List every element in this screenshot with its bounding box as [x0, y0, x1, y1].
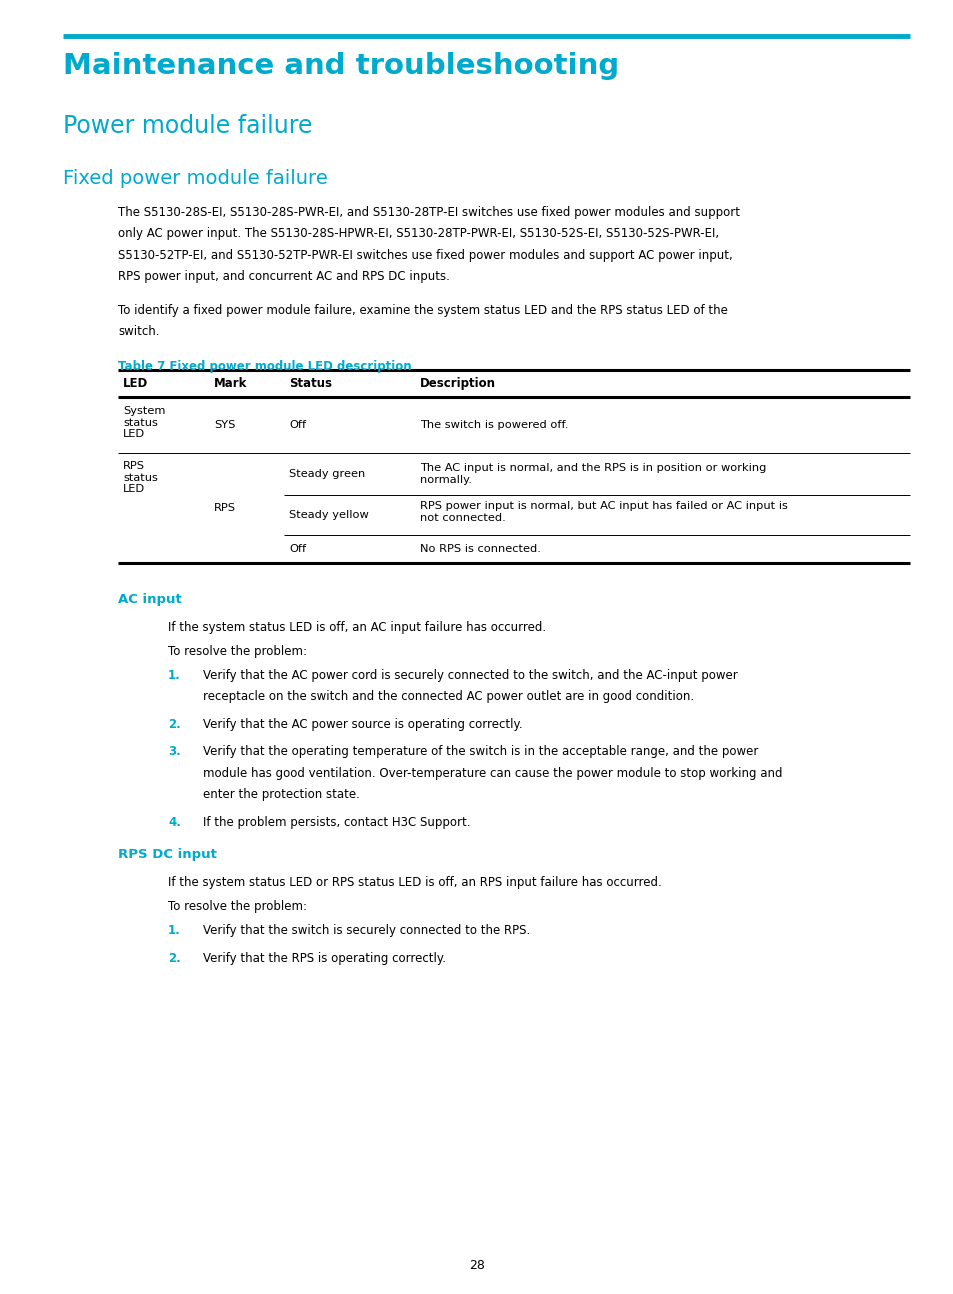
Text: Verify that the RPS is operating correctly.: Verify that the RPS is operating correct… [203, 952, 446, 965]
Text: Status: Status [289, 377, 332, 389]
Text: Description: Description [419, 377, 496, 389]
Text: The AC input is normal, and the RPS is in position or working
normally.: The AC input is normal, and the RPS is i… [419, 463, 765, 484]
Text: To resolve the problem:: To resolve the problem: [168, 901, 307, 914]
Text: If the problem persists, contact H3C Support.: If the problem persists, contact H3C Sup… [203, 817, 470, 829]
Text: AC input: AC input [118, 593, 182, 606]
Text: If the system status LED is off, an AC input failure has occurred.: If the system status LED is off, an AC i… [168, 621, 545, 634]
Text: 3.: 3. [168, 745, 180, 758]
Text: Steady yellow: Steady yellow [289, 510, 369, 520]
Text: Power module failure: Power module failure [63, 114, 313, 138]
Text: Steady green: Steady green [289, 468, 365, 479]
Text: Mark: Mark [213, 377, 247, 389]
Text: SYS: SYS [213, 421, 235, 430]
Text: If the system status LED or RPS status LED is off, an RPS input failure has occu: If the system status LED or RPS status L… [168, 876, 661, 889]
Text: Off: Off [289, 543, 306, 554]
Text: Maintenance and troubleshooting: Maintenance and troubleshooting [63, 52, 618, 80]
Text: only AC power input. The S5130-28S-HPWR-EI, S5130-28TP-PWR-EI, S5130-52S-EI, S51: only AC power input. The S5130-28S-HPWR-… [118, 228, 719, 241]
Text: 1.: 1. [168, 924, 180, 937]
Text: Verify that the AC power cord is securely connected to the switch, and the AC-in: Verify that the AC power cord is securel… [203, 669, 737, 682]
Text: The switch is powered off.: The switch is powered off. [419, 421, 568, 430]
Text: Off: Off [289, 421, 306, 430]
Text: Verify that the operating temperature of the switch is in the acceptable range, : Verify that the operating temperature of… [203, 745, 758, 758]
Text: 1.: 1. [168, 669, 180, 682]
Text: switch.: switch. [118, 326, 159, 339]
Text: RPS
status
LED: RPS status LED [123, 461, 157, 494]
Text: Fixed power module failure: Fixed power module failure [63, 170, 328, 188]
Text: LED: LED [123, 377, 148, 389]
Text: 2.: 2. [168, 718, 180, 731]
Text: Verify that the AC power source is operating correctly.: Verify that the AC power source is opera… [203, 718, 522, 731]
Text: No RPS is connected.: No RPS is connected. [419, 543, 540, 554]
Text: RPS DC input: RPS DC input [118, 849, 216, 862]
Text: receptacle on the switch and the connected AC power outlet are in good condition: receptacle on the switch and the connect… [203, 691, 694, 704]
Text: enter the protection state.: enter the protection state. [203, 788, 359, 801]
Text: Table 7 Fixed power module LED description: Table 7 Fixed power module LED descripti… [118, 360, 411, 373]
Text: RPS power input is normal, but AC input has failed or AC input is
not connected.: RPS power input is normal, but AC input … [419, 501, 787, 523]
Text: The S5130-28S-EI, S5130-28S-PWR-EI, and S5130-28TP-EI switches use fixed power m: The S5130-28S-EI, S5130-28S-PWR-EI, and … [118, 206, 740, 219]
Text: 4.: 4. [168, 817, 181, 829]
Text: 2.: 2. [168, 952, 180, 965]
Text: RPS power input, and concurrent AC and RPS DC inputs.: RPS power input, and concurrent AC and R… [118, 270, 450, 283]
Text: System
status
LED: System status LED [123, 406, 165, 439]
Text: Verify that the switch is securely connected to the RPS.: Verify that the switch is securely conne… [203, 924, 530, 937]
Text: To resolve the problem:: To resolve the problem: [168, 644, 307, 659]
Text: To identify a fixed power module failure, examine the system status LED and the : To identify a fixed power module failure… [118, 304, 727, 317]
Text: module has good ventilation. Over-temperature can cause the power module to stop: module has good ventilation. Over-temper… [203, 767, 781, 780]
Text: 28: 28 [469, 1259, 484, 1272]
Text: RPS: RPS [213, 503, 235, 512]
Text: S5130-52TP-EI, and S5130-52TP-PWR-EI switches use fixed power modules and suppor: S5130-52TP-EI, and S5130-52TP-PWR-EI swi… [118, 248, 732, 261]
